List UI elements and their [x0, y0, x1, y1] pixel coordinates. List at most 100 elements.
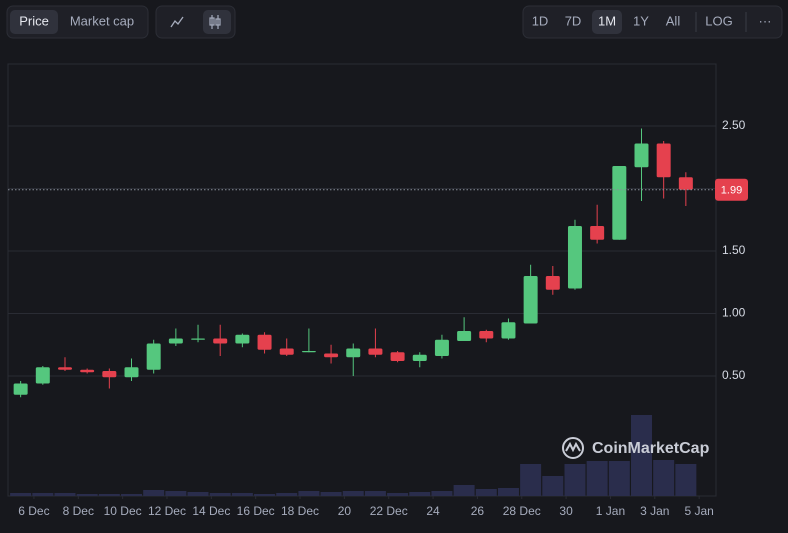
- candle-body: [567, 226, 582, 289]
- volume-bar: [475, 489, 497, 496]
- volume-bar: [431, 491, 453, 496]
- x-tick-label: 16 Dec: [237, 504, 275, 518]
- candle-body: [168, 338, 183, 344]
- x-tick-label: 28 Dec: [503, 504, 541, 518]
- candle-body: [213, 338, 228, 344]
- volume-bar: [231, 493, 253, 496]
- candle-body: [279, 348, 294, 355]
- y-tick-label: 2.50: [722, 118, 746, 132]
- candle-body: [346, 348, 361, 358]
- candle-icon[interactable]: [209, 15, 221, 29]
- volume-bar: [364, 491, 386, 496]
- candle-selected: [203, 10, 231, 34]
- candle-body: [523, 276, 538, 324]
- volume-bar: [320, 492, 342, 496]
- x-tick-label: 1 Jan: [596, 504, 625, 518]
- candle-body: [324, 353, 339, 358]
- volume-bar: [187, 492, 209, 496]
- volume-bar: [121, 494, 143, 496]
- candle-body: [368, 348, 383, 355]
- watermark: CoinMarketCap: [592, 440, 710, 457]
- x-tick-label: 6 Dec: [18, 504, 49, 518]
- line-icon[interactable]: [170, 16, 184, 28]
- candle-body: [191, 338, 206, 340]
- x-tick-label: 26: [471, 504, 485, 518]
- candle-body: [35, 367, 50, 384]
- tab-selected: [10, 10, 58, 34]
- y-tick-label: 0.50: [722, 368, 746, 382]
- volume-bar: [564, 464, 586, 496]
- log-button[interactable]: LOG: [705, 13, 732, 28]
- x-tick-label: 18 Dec: [281, 504, 319, 518]
- candle-body: [13, 383, 28, 395]
- volume-bar: [54, 493, 76, 496]
- more-button[interactable]: ···: [759, 13, 772, 28]
- volume-bar: [675, 464, 697, 496]
- candle-body: [301, 351, 316, 353]
- range-tab[interactable]: 7D: [565, 13, 582, 28]
- volume-bar: [653, 460, 675, 496]
- range-group: [522, 5, 783, 39]
- volume-bar: [520, 464, 542, 496]
- volume-bar: [409, 492, 431, 496]
- volume-bar: [630, 415, 652, 496]
- current-price-label: 1.99: [721, 185, 742, 197]
- volume-bar: [254, 494, 276, 496]
- range-tab[interactable]: All: [666, 13, 681, 28]
- volume-bar: [10, 493, 32, 496]
- candle-body: [479, 331, 494, 339]
- candle-body: [124, 367, 139, 378]
- candle-body: [457, 331, 472, 341]
- plot-frame: [7, 63, 717, 497]
- candle-body: [545, 276, 560, 290]
- candle-body: [678, 177, 693, 190]
- volume-bar: [276, 493, 298, 496]
- volume-bar: [342, 491, 364, 496]
- candle-body: [257, 334, 272, 350]
- y-tick-label: 1.50: [722, 243, 746, 257]
- tab-selected: [592, 10, 622, 34]
- volume-bar: [98, 494, 120, 496]
- volume-bar: [32, 493, 54, 496]
- candle-body: [434, 339, 449, 356]
- volume-bar: [542, 476, 564, 496]
- x-tick-label: 24: [426, 504, 440, 518]
- volume-bar: [387, 493, 409, 496]
- volume-bar: [298, 491, 320, 496]
- x-tick-label: 14 Dec: [192, 504, 230, 518]
- price-badge: [715, 178, 748, 201]
- candle-body: [102, 371, 117, 378]
- x-tick-label: 12 Dec: [148, 504, 186, 518]
- candle-body: [235, 334, 250, 344]
- candle-body: [390, 352, 405, 361]
- x-tick-label: 5 Jan: [684, 504, 713, 518]
- x-tick-label: 20: [338, 504, 352, 518]
- volume-bar: [165, 491, 187, 496]
- range-tab[interactable]: 1Y: [633, 13, 649, 28]
- x-tick-label: 8 Dec: [63, 504, 94, 518]
- candle-body: [634, 143, 649, 168]
- metric-tab[interactable]: Market cap: [70, 13, 134, 28]
- candle-body: [146, 343, 161, 370]
- x-tick-label: 3 Jan: [640, 504, 669, 518]
- volume-bar: [608, 461, 630, 496]
- y-tick-label: 1.00: [722, 306, 746, 320]
- candle-body: [612, 166, 627, 240]
- metric-tab[interactable]: Price: [19, 13, 49, 28]
- candle-body: [80, 369, 95, 373]
- x-tick-label: 22 Dec: [370, 504, 408, 518]
- candle-body: [57, 367, 72, 370]
- range-tab[interactable]: 1D: [532, 13, 549, 28]
- candle-body: [501, 322, 516, 339]
- range-tab[interactable]: 1M: [598, 13, 616, 28]
- x-tick-label: 10 Dec: [104, 504, 142, 518]
- x-tick-label: 30: [559, 504, 573, 518]
- volume-bar: [497, 488, 519, 496]
- logo: [562, 437, 584, 459]
- candle-body: [656, 143, 671, 178]
- volume-bar: [586, 461, 608, 496]
- volume-bar: [76, 494, 98, 496]
- volume-bar: [209, 493, 231, 496]
